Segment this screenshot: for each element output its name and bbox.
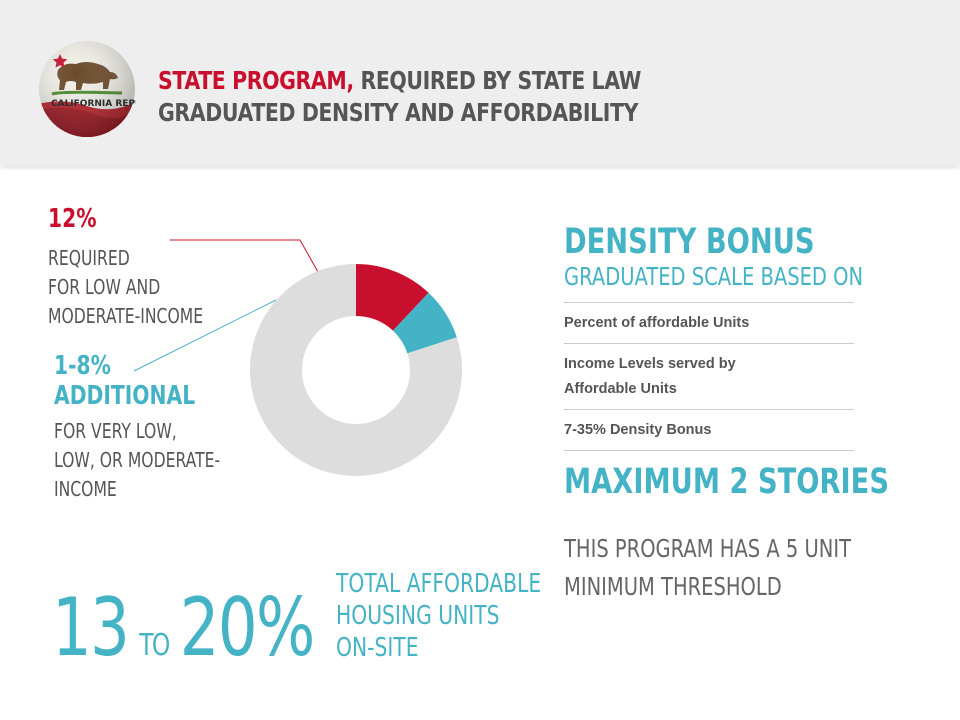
required-desc-line: FOR LOW AND [48, 275, 161, 299]
page-subtitle: GRADUATED DENSITY AND AFFORDABILITY [158, 98, 639, 127]
total-label-line: TOTAL AFFORDABLE [336, 569, 542, 599]
total-to: 20% [179, 581, 316, 674]
criteria-text: Percent of affordable Units [564, 315, 750, 331]
required-desc-line: MODERATE-INCOME [48, 304, 204, 328]
total-range: 13 TO 20% [52, 588, 315, 668]
total-label: TOTAL AFFORDABLE HOUSING UNITS ON-SITE [336, 568, 541, 664]
criteria-item: 7-35% Density Bonus [564, 410, 854, 451]
program-note-line: MINIMUM THRESHOLD [564, 572, 782, 601]
affordability-donut-chart [250, 264, 462, 476]
header-band: CALIFORNIA REPUBLIC STATE PROGRAM, REQUI… [0, 0, 960, 166]
total-to-word: TO [139, 628, 170, 663]
required-desc-line: REQUIRED [48, 246, 130, 270]
additional-desc-line: LOW, OR MODERATE- [54, 448, 221, 472]
density-bonus-subtitle: GRADUATED SCALE BASED ON [564, 262, 864, 291]
criteria-text: 7-35% Density Bonus [564, 422, 712, 438]
donut-slice-additional [392, 292, 457, 354]
required-description: REQUIRED FOR LOW AND MODERATE-INCOME [48, 244, 203, 331]
additional-desc-line: INCOME [54, 477, 117, 501]
total-from: 13 [52, 581, 130, 674]
page-title: STATE PROGRAM, REQUIRED BY STATE LAW [158, 66, 641, 95]
max-stories-heading: MAXIMUM 2 STORIES [564, 462, 889, 502]
program-note: THIS PROGRAM HAS A 5 UNIT MINIMUM THRESH… [564, 530, 851, 606]
additional-description: FOR VERY LOW, LOW, OR MODERATE- INCOME [54, 417, 220, 504]
criteria-list: Percent of affordable Units Income Level… [564, 302, 854, 451]
program-note-line: THIS PROGRAM HAS A 5 UNIT [564, 534, 852, 563]
additional-pct-line: 1-8% [54, 351, 111, 381]
seal-text: CALIFORNIA REPUBLIC [51, 99, 136, 109]
criteria-text: Income Levels served by Affordable Units [564, 356, 736, 397]
additional-desc-line: FOR VERY LOW, [54, 419, 177, 443]
title-highlight: STATE PROGRAM, [158, 66, 354, 95]
title-rest: REQUIRED BY STATE LAW [353, 66, 641, 95]
required-percent: 12% [48, 204, 97, 234]
criteria-item: Percent of affordable Units [564, 303, 854, 344]
total-label-line: HOUSING UNITS [336, 601, 500, 631]
california-flag-seal: CALIFORNIA REPUBLIC [39, 41, 136, 137]
total-label-line: ON-SITE [336, 633, 419, 663]
density-bonus-title: DENSITY BONUS [564, 222, 815, 262]
additional-pct-line: ADDITIONAL [54, 381, 196, 411]
criteria-item: Income Levels served by Affordable Units [564, 344, 854, 410]
additional-percent: 1-8% ADDITIONAL [54, 351, 195, 411]
donut-slice-remaining [250, 264, 462, 476]
donut-slice-required [356, 264, 429, 331]
